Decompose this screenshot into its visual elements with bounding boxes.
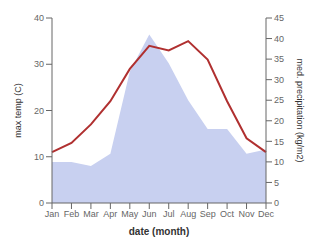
svg-text:5: 5	[274, 178, 279, 188]
svg-text:30: 30	[34, 59, 44, 69]
svg-text:Nov: Nov	[239, 209, 256, 219]
svg-text:20: 20	[34, 106, 44, 116]
svg-text:10: 10	[274, 157, 284, 167]
svg-text:15: 15	[274, 137, 284, 147]
svg-text:date (month): date (month)	[129, 226, 190, 237]
svg-text:25: 25	[274, 95, 284, 105]
svg-text:May: May	[121, 209, 139, 219]
svg-text:40: 40	[34, 13, 44, 23]
svg-text:Mar: Mar	[83, 209, 99, 219]
svg-text:Sep: Sep	[200, 209, 216, 219]
svg-text:40: 40	[274, 34, 284, 44]
svg-text:med. precipitation (kg/m2): med. precipitation (kg/m2)	[295, 58, 305, 162]
svg-text:0: 0	[39, 198, 44, 208]
svg-text:10: 10	[34, 152, 44, 162]
svg-text:Jun: Jun	[142, 209, 157, 219]
svg-text:Aug: Aug	[180, 209, 196, 219]
svg-text:20: 20	[274, 116, 284, 126]
svg-text:45: 45	[274, 13, 284, 23]
svg-text:Apr: Apr	[103, 209, 117, 219]
svg-text:max temp (C): max temp (C)	[13, 83, 23, 138]
svg-text:35: 35	[274, 54, 284, 64]
svg-text:Oct: Oct	[220, 209, 235, 219]
svg-text:Feb: Feb	[64, 209, 80, 219]
svg-text:Jul: Jul	[163, 209, 175, 219]
svg-text:30: 30	[274, 75, 284, 85]
svg-text:Dec: Dec	[258, 209, 275, 219]
svg-text:Jan: Jan	[45, 209, 60, 219]
svg-text:0: 0	[274, 198, 279, 208]
